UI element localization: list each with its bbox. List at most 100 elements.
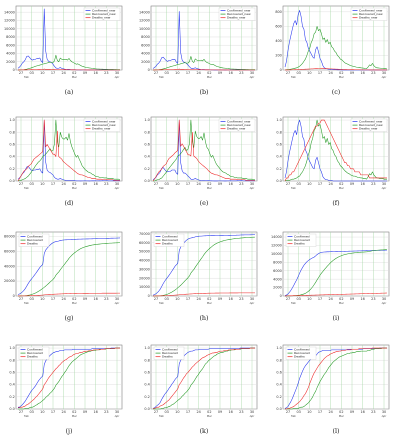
legend-label: Confirmed: [162, 234, 178, 238]
x-tick-label: 10: [175, 182, 179, 186]
x-tick-label: 24: [197, 71, 201, 75]
x-tick-label: 23: [371, 410, 375, 414]
legend-label: Deaths_new: [227, 127, 246, 131]
y-tick-label: 10000: [4, 27, 15, 31]
y-tick-label: 40000: [139, 259, 150, 263]
x-tick-label: 09: [218, 410, 222, 414]
x-tick-label: 23: [239, 182, 243, 186]
x-tick-label: 17: [51, 71, 55, 75]
y-tick-label: 70000: [139, 232, 150, 236]
y-tick-label: 0: [280, 294, 282, 298]
series-line-confirmed: [152, 234, 256, 296]
y-tick-label: 14000: [271, 235, 282, 239]
x-month-label: Feb: [24, 301, 29, 305]
x-tick-label: 03: [297, 410, 301, 414]
series-line-recovered: [285, 249, 388, 297]
y-tick-label: 0.0: [9, 179, 14, 183]
legend-label: Deaths_new: [359, 127, 378, 131]
legend: [350, 118, 388, 132]
x-tick-label: 16: [361, 182, 365, 186]
legend-label: Deaths: [162, 355, 173, 359]
x-tick-label: 23: [104, 71, 108, 75]
legend-label: Deaths: [294, 242, 305, 246]
x-month-label: Feb: [24, 414, 29, 418]
x-tick-label: 24: [197, 410, 201, 414]
x-tick-label: 30: [382, 182, 386, 186]
y-tick-label: 0.0: [276, 179, 281, 183]
x-tick-label: 16: [361, 71, 365, 75]
y-tick-label: 6000: [6, 43, 15, 47]
series-line-recovered-new: [284, 26, 388, 71]
x-month-label: Apr: [249, 301, 255, 305]
x-tick-label: 27: [154, 297, 158, 301]
x-tick-label: 16: [361, 410, 365, 414]
y-tick-label: 0.4: [9, 155, 14, 159]
x-tick-label: 23: [371, 182, 375, 186]
y-tick-label: 2000: [141, 60, 150, 64]
x-tick-label: 30: [115, 410, 119, 414]
legend-label: Confirmed: [27, 234, 43, 238]
y-tick-label: 400: [275, 39, 281, 43]
series-line-confirmed-new: [17, 119, 121, 182]
y-tick-label: 20000: [4, 279, 15, 283]
legend-label: Recovered: [162, 238, 178, 242]
x-tick-label: 17: [186, 297, 190, 301]
x-tick-label: 23: [104, 410, 108, 414]
legend-label: Confirmed_new: [359, 119, 383, 123]
x-tick-label: 03: [297, 297, 301, 301]
y-tick-label: 2000: [6, 60, 15, 64]
y-tick-label: 12000: [271, 244, 282, 248]
x-tick-label: 09: [350, 71, 354, 75]
y-tick-label: 0.2: [276, 395, 281, 399]
x-tick-label: 03: [297, 71, 301, 75]
x-tick-label: 02: [339, 297, 343, 301]
x-tick-label: 03: [297, 182, 301, 186]
panel-caption: (c): [332, 88, 341, 96]
y-tick-label: 12000: [139, 19, 150, 23]
x-tick-label: 17: [186, 182, 190, 186]
x-tick-label: 24: [329, 297, 333, 301]
y-tick-label: 0.0: [276, 407, 281, 411]
y-tick-label: 2000: [273, 286, 282, 290]
x-month-label: Apr: [249, 186, 255, 190]
legend-label: Recovered: [162, 351, 178, 355]
x-tick-label: 02: [207, 410, 211, 414]
y-tick-label: 0.2: [9, 167, 14, 171]
y-tick-label: 14000: [139, 10, 150, 14]
x-tick-label: 27: [19, 297, 23, 301]
legend-label: Recovered: [27, 238, 43, 242]
x-tick-label: 24: [62, 71, 66, 75]
y-tick-label: 0.6: [9, 371, 14, 375]
panel-e: 0.0 0.2 0.4 0.6 0.8 1.0 27 03 10 17 24 02 09 16 23 30 Fe…: [144, 116, 258, 207]
y-tick-label: 0.8: [276, 358, 281, 362]
x-month-label: Feb: [24, 186, 29, 190]
panel-caption: (d): [64, 199, 73, 207]
y-tick-label: 0: [280, 68, 282, 72]
legend: [153, 233, 185, 247]
series-line-confirmed: [284, 249, 388, 296]
x-tick-label: 27: [19, 410, 23, 414]
x-tick-label: 30: [250, 297, 254, 301]
x-tick-label: 30: [382, 297, 386, 301]
y-tick-label: 60000: [139, 241, 150, 245]
legend-label: Confirmed_new: [227, 8, 251, 12]
x-tick-label: 10: [307, 182, 311, 186]
y-tick-label: 30000: [139, 267, 150, 271]
x-tick-label: 27: [286, 297, 290, 301]
x-month-label: Mar: [207, 414, 213, 418]
legend-label: Recovered_new: [92, 123, 116, 127]
x-month-label: Apr: [381, 301, 387, 305]
legend: [18, 233, 50, 247]
panel-caption: (e): [200, 199, 209, 207]
x-tick-label: 10: [175, 71, 179, 75]
panel-g: 0 20000 40000 60000 80000 27 03 10 17 24 02 09 16 23 3…: [4, 231, 123, 322]
x-tick-label: 16: [94, 410, 98, 414]
x-tick-label: 02: [339, 182, 343, 186]
panel-caption: (i): [332, 314, 339, 322]
y-tick-label: 0.2: [144, 395, 149, 399]
x-tick-label: 24: [329, 410, 333, 414]
x-month-label: Feb: [159, 414, 164, 418]
x-month-label: Feb: [159, 186, 164, 190]
series-line-recovered-new: [152, 56, 256, 71]
y-tick-label: 4000: [141, 52, 150, 56]
